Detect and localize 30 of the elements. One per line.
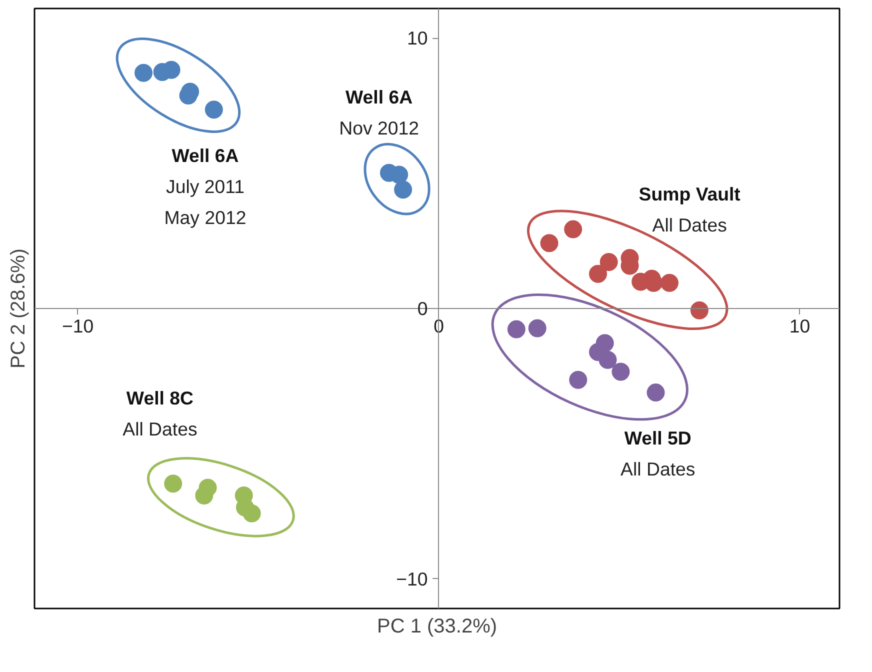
point (242, 504, 261, 522)
point (204, 100, 223, 119)
point (540, 234, 558, 252)
point (646, 384, 665, 402)
point (528, 319, 546, 338)
point (600, 253, 618, 271)
point (507, 320, 526, 338)
annotation: Well 6A July 2011 May 2012 (164, 144, 246, 228)
annotation: Well 8C All Dates (122, 388, 198, 440)
y-tick-label: 0 (417, 298, 428, 319)
point (394, 180, 412, 199)
x-axis-title: PC 1 (33.2%) (376, 616, 498, 638)
point (612, 362, 630, 381)
point (564, 220, 582, 238)
y-tick-label: 10 (407, 28, 428, 49)
y-axis-title: PC 2 (28.6%) (8, 248, 30, 369)
point (134, 64, 153, 82)
point (589, 264, 607, 283)
annotation: Well 5D All Dates (620, 428, 696, 480)
point (569, 370, 588, 389)
point (598, 350, 617, 369)
y-tick-label: −10 (396, 568, 428, 590)
annotation: Well 6A Nov 2012 (339, 86, 419, 139)
x-tick-label: 10 (789, 316, 810, 336)
annotation: Sump Vault All Dates (638, 183, 740, 236)
point (195, 486, 214, 505)
point (660, 274, 678, 292)
point (690, 301, 708, 320)
x-tick-label: −10 (62, 316, 94, 336)
point (164, 474, 182, 493)
